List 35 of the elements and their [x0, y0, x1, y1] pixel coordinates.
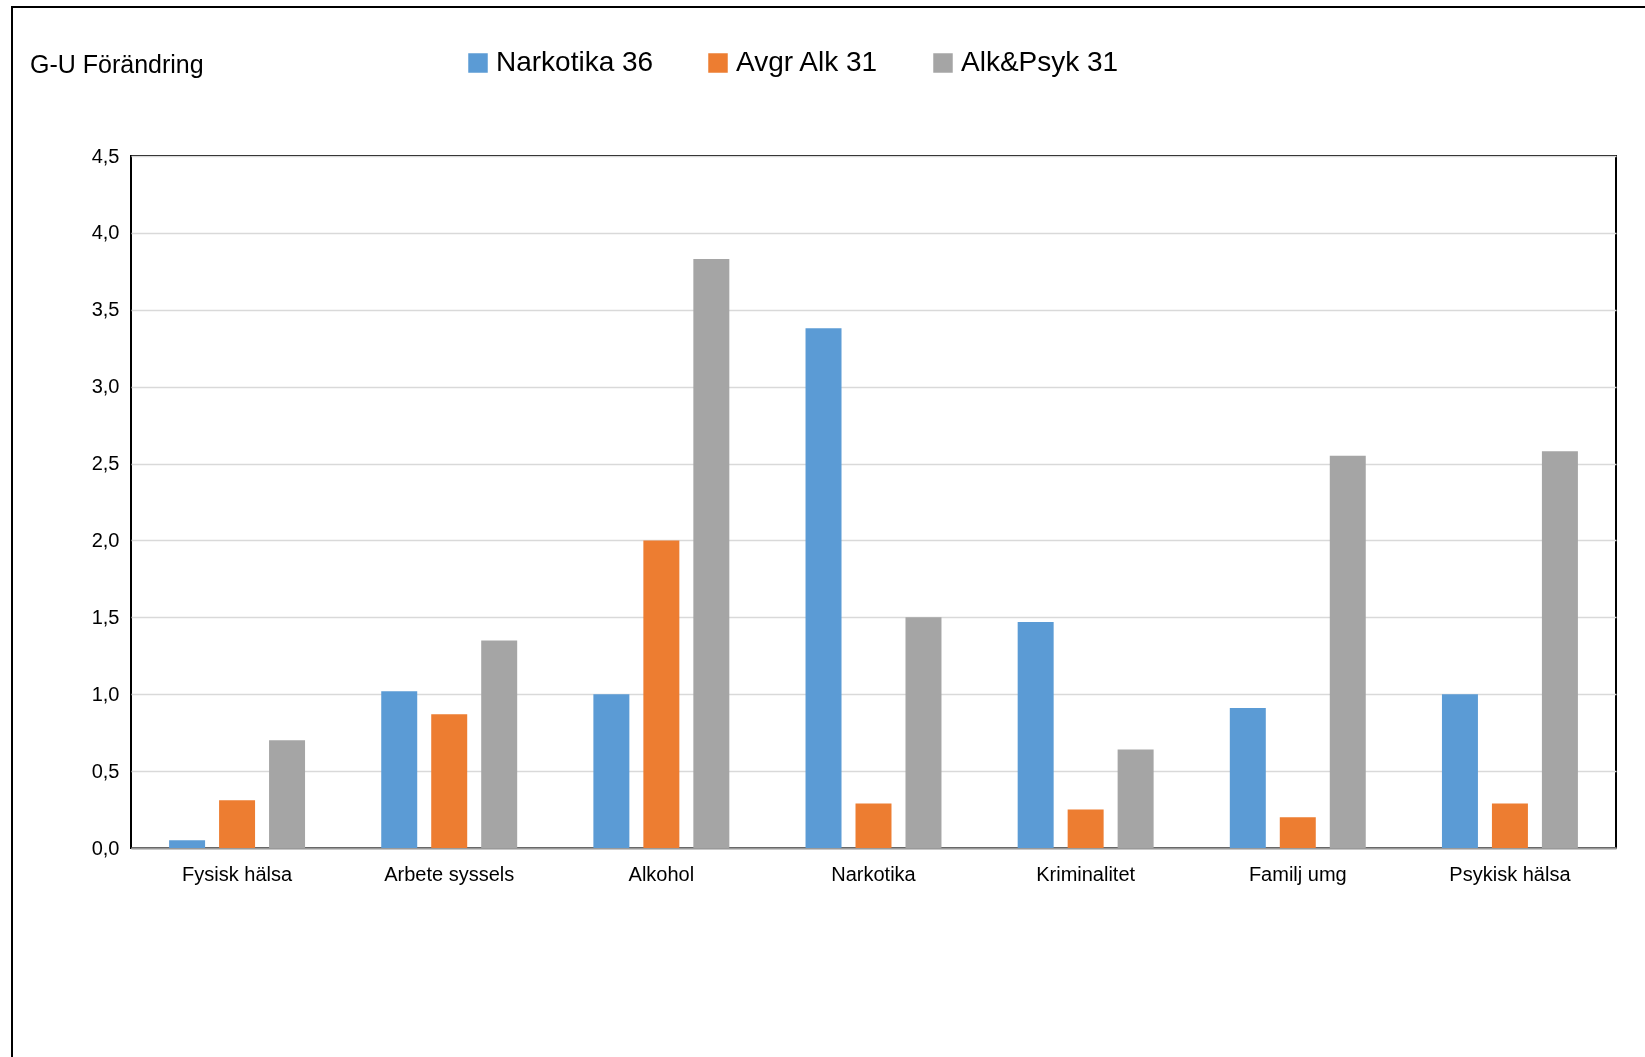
x-tick-label: Kriminalitet: [1036, 862, 1136, 885]
bar: [1229, 708, 1266, 848]
bar: [1017, 621, 1054, 848]
y-tick-label: 3,0: [91, 375, 120, 398]
bar: [1491, 803, 1528, 848]
legend-label: Narkotika 36: [496, 46, 654, 77]
y-tick-label: 0,5: [91, 759, 120, 782]
y-tick-label: 3,5: [91, 298, 120, 321]
legend-label: Alk&Psyk 31: [961, 46, 1119, 77]
legend-label: Avgr Alk 31: [736, 46, 878, 77]
bar: [219, 800, 256, 848]
y-tick-label: 0,0: [91, 836, 120, 859]
chart-title: G-U Förändring: [30, 50, 204, 79]
x-tick-label: Alkohol: [628, 862, 695, 885]
y-tick-label: 4,5: [91, 144, 120, 167]
y-tick-label: 1,5: [91, 605, 120, 628]
bar: [1067, 809, 1104, 848]
bar: [593, 694, 630, 848]
bar: [381, 691, 418, 848]
y-tick-label: 2,0: [91, 528, 120, 551]
y-tick-label: 4,0: [91, 221, 120, 244]
y-tick-label: 1,0: [91, 682, 120, 705]
bar: [805, 328, 842, 848]
bar: [855, 803, 892, 848]
x-tick-label: Fysisk hälsa: [182, 862, 293, 885]
x-tick-label: Psykisk hälsa: [1449, 862, 1572, 885]
x-tick-label: Arbete syssels: [384, 862, 515, 885]
y-tick-label: 2,5: [91, 452, 120, 475]
bar: [643, 540, 680, 848]
bar: [169, 840, 206, 848]
bar: [1279, 817, 1316, 848]
x-tick-label: Narkotika: [831, 862, 917, 885]
x-tick-label: Familj umg: [1248, 862, 1347, 885]
bar: [1441, 694, 1478, 848]
bar: [431, 714, 468, 848]
